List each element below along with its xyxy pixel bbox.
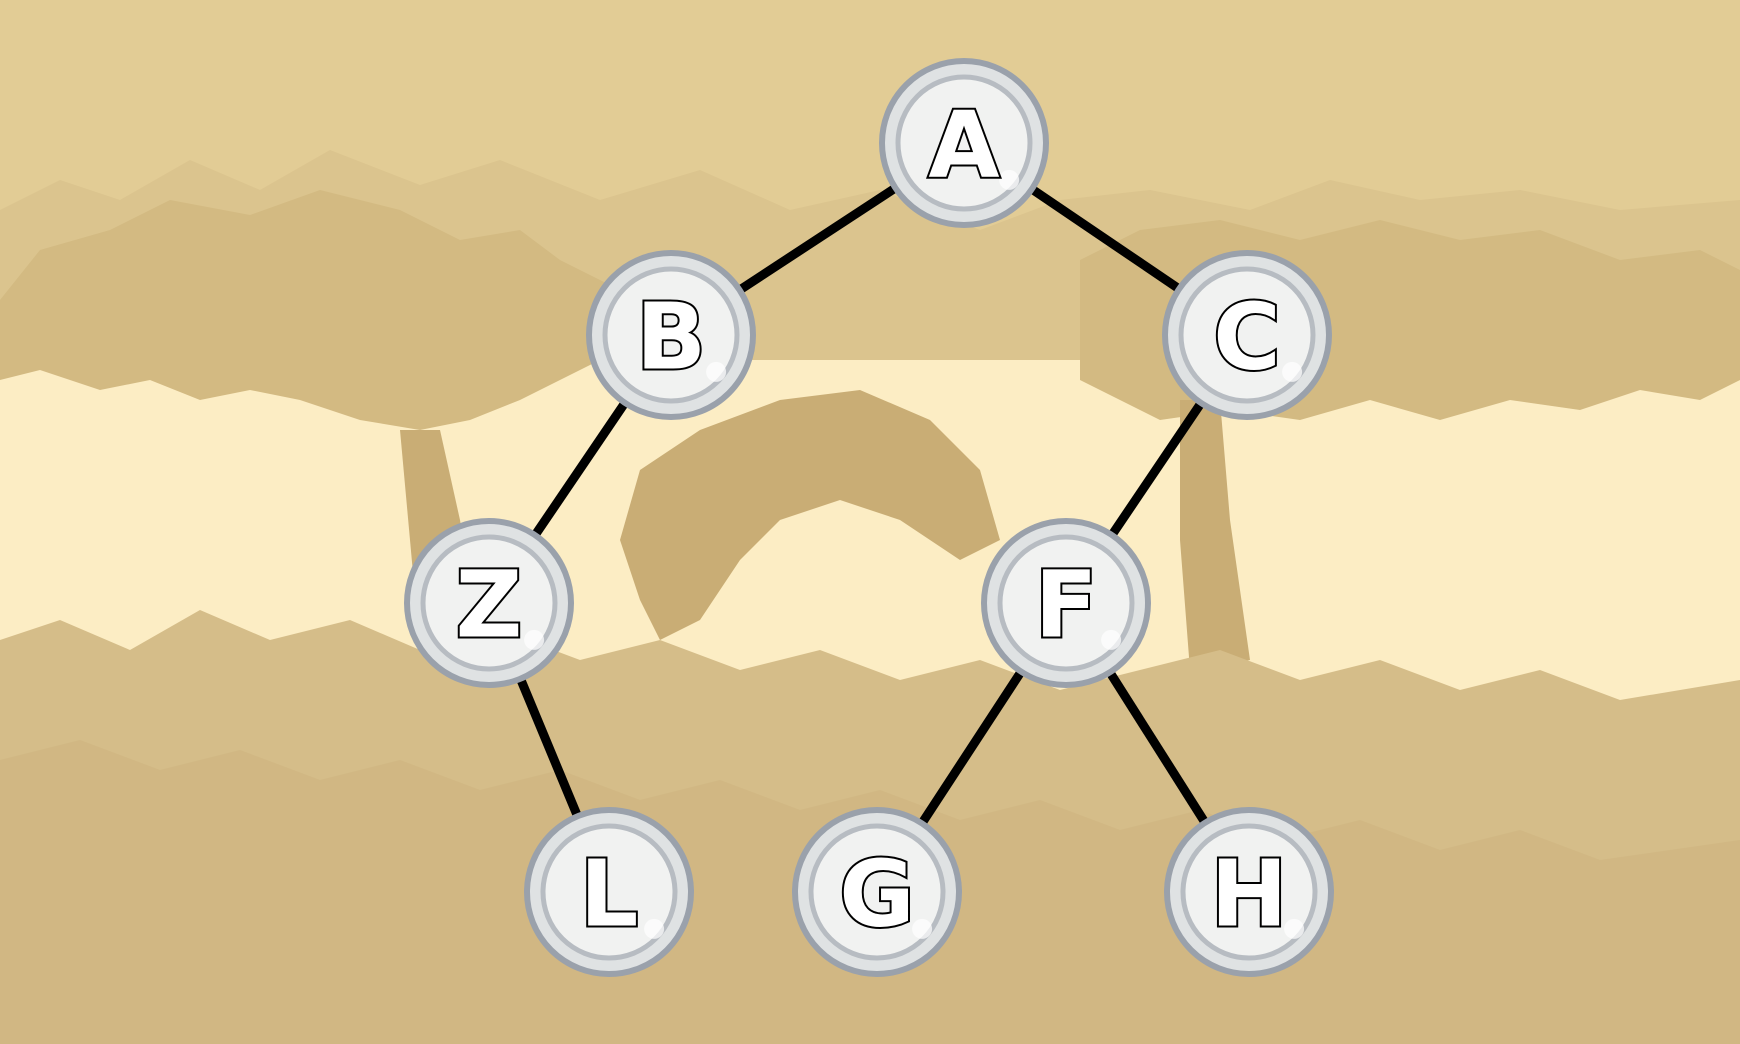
node-l-label: L <box>580 841 639 948</box>
node-h-shine <box>1284 918 1305 939</box>
node-h[interactable]: H <box>1164 807 1334 977</box>
node-b-inner <box>602 266 740 404</box>
node-h-label: H <box>1211 841 1288 948</box>
tree-trunk-center <box>620 390 1000 640</box>
node-z-label: Z <box>456 552 523 659</box>
node-b-label: B <box>636 284 706 391</box>
node-c-label: C <box>1213 284 1281 391</box>
tree-nodes: A B C Z F L G H <box>404 58 1334 977</box>
node-f[interactable]: F <box>981 518 1151 688</box>
node-z-inner <box>420 534 558 672</box>
node-g-shine <box>912 918 933 939</box>
node-l-shine <box>644 918 665 939</box>
node-c[interactable]: C <box>1162 250 1332 420</box>
node-l-inner <box>540 823 678 961</box>
node-l[interactable]: L <box>524 807 694 977</box>
node-a-label: A <box>928 92 999 199</box>
node-a-inner <box>895 74 1033 212</box>
node-f-shine <box>1101 629 1122 650</box>
tree-trunk-right <box>1180 400 1250 670</box>
node-a[interactable]: A <box>879 58 1049 228</box>
tree-edges <box>484 139 1253 895</box>
node-h-inner <box>1180 823 1318 961</box>
node-a-shine <box>999 169 1020 190</box>
node-g-label: G <box>839 841 915 948</box>
node-f-label: F <box>1035 552 1098 659</box>
node-g-inner <box>808 823 946 961</box>
node-c-inner <box>1178 266 1316 404</box>
node-z[interactable]: Z <box>404 518 574 688</box>
canopy-left <box>0 190 640 430</box>
node-g[interactable]: G <box>792 807 962 977</box>
node-b-shine <box>706 361 727 382</box>
node-c-shine <box>1282 361 1303 382</box>
node-z-shine <box>524 629 545 650</box>
node-b[interactable]: B <box>586 250 756 420</box>
node-f-inner <box>997 534 1135 672</box>
